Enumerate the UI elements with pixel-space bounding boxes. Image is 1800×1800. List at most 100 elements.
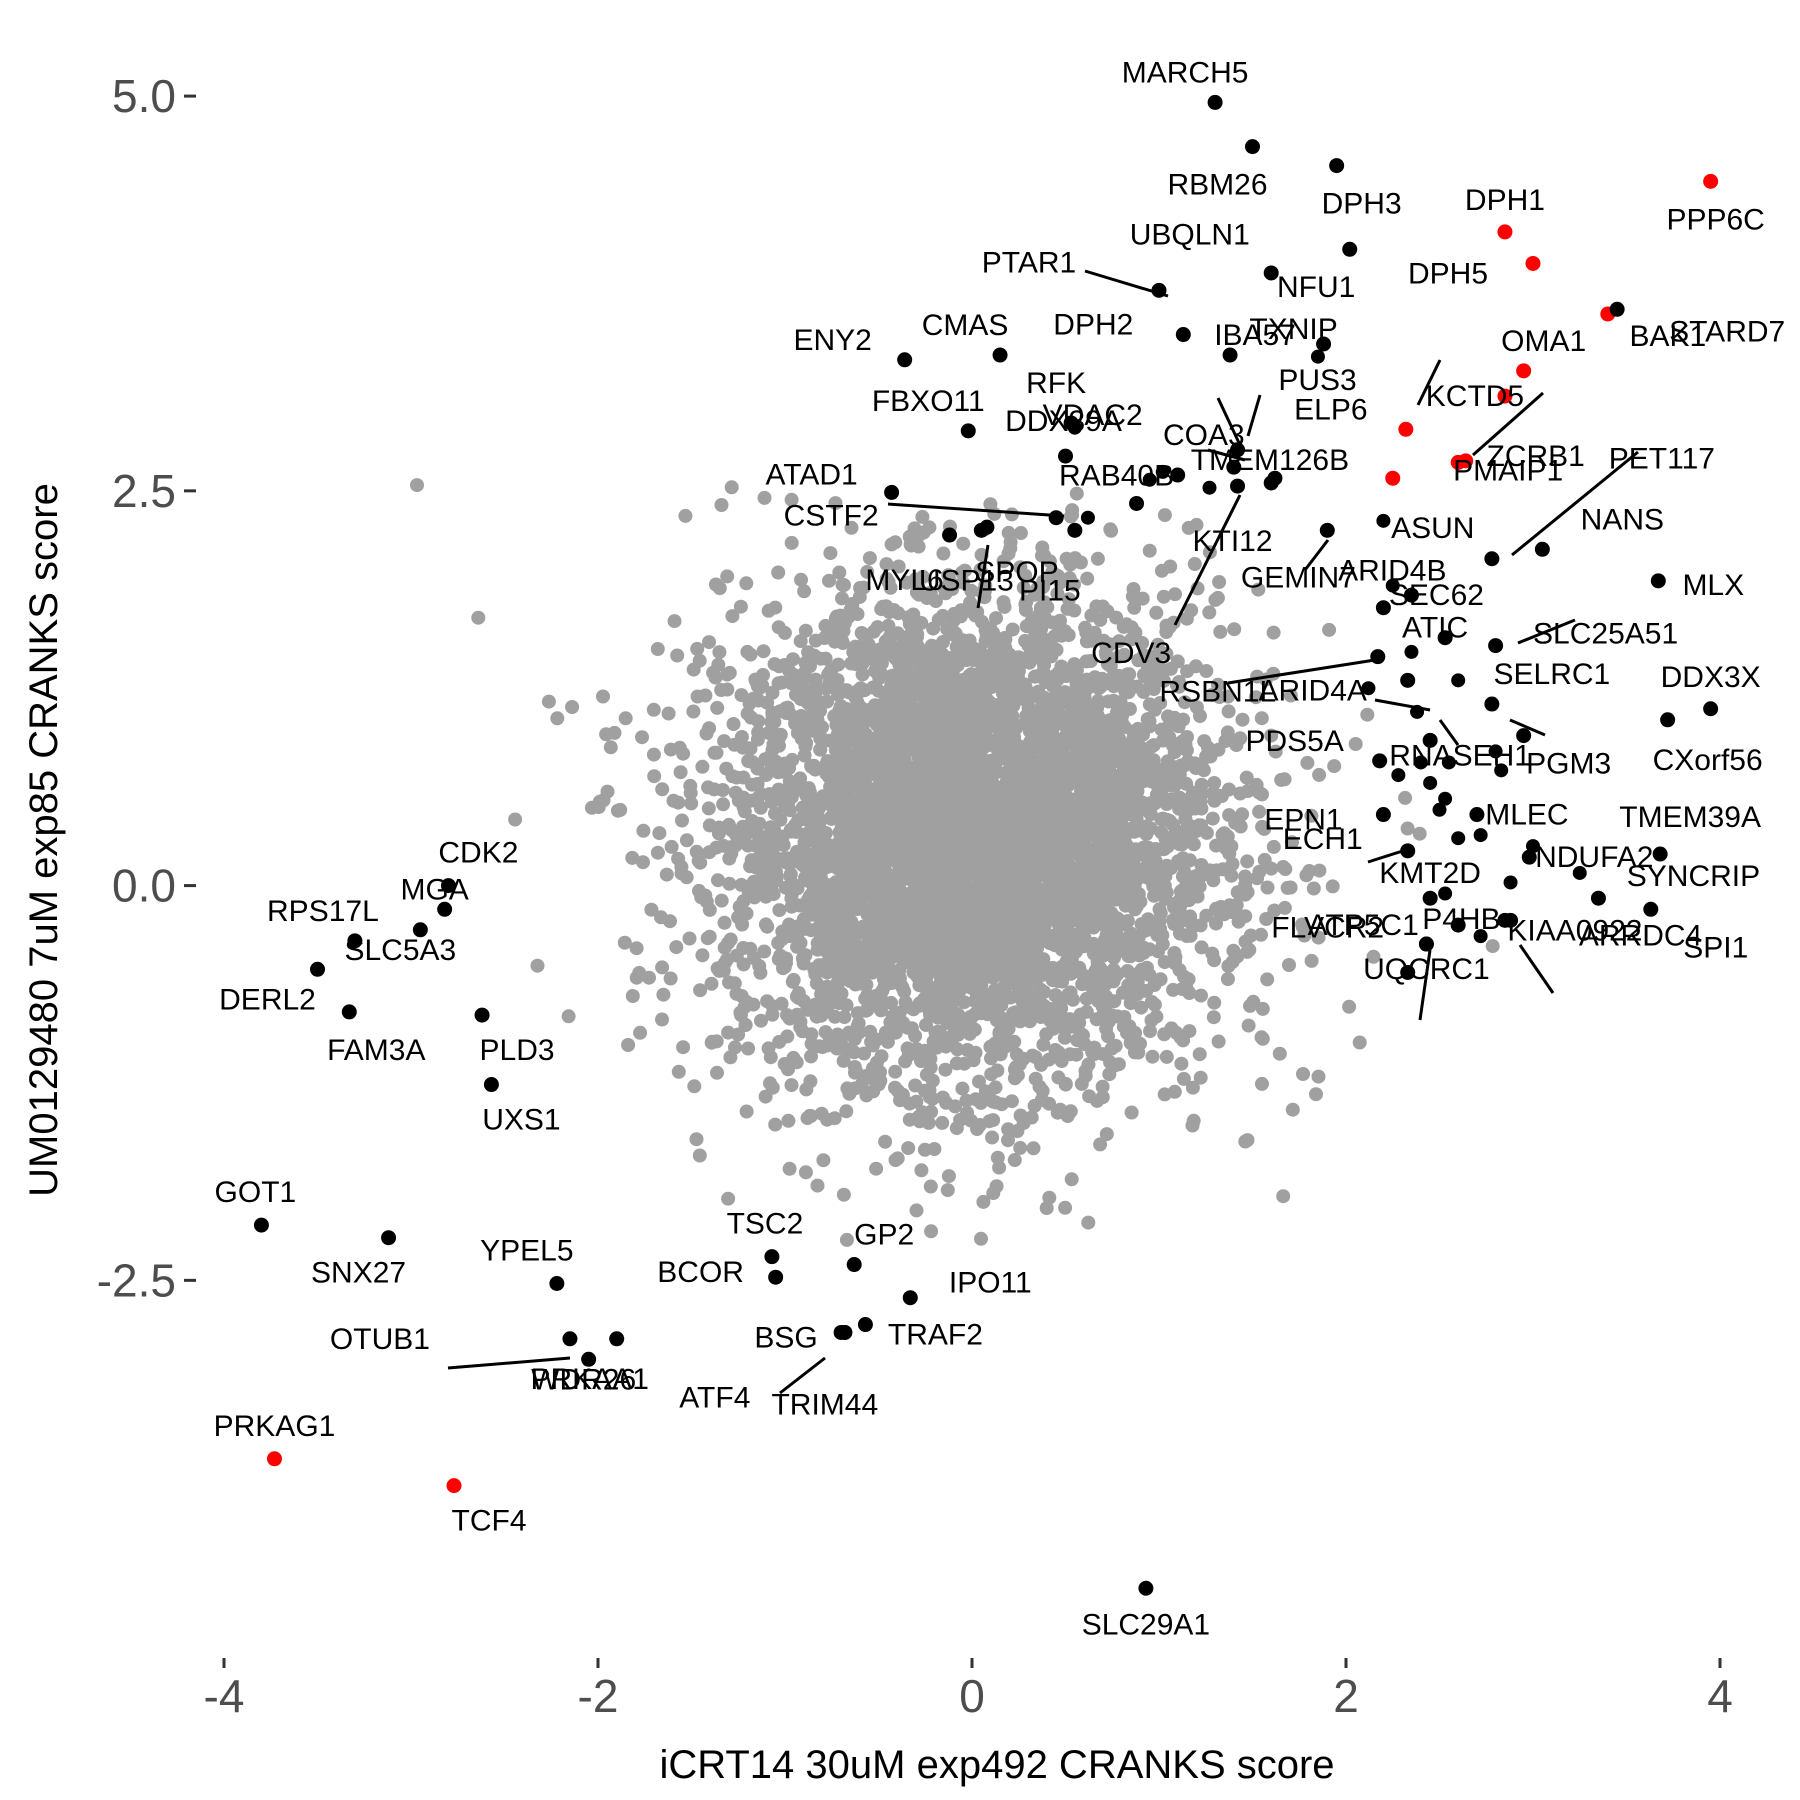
background-point (530, 958, 545, 973)
background-point (1167, 946, 1182, 960)
background-point (979, 822, 994, 837)
background-point (1052, 891, 1067, 906)
background-point (782, 1161, 797, 1176)
background-point (1131, 653, 1146, 668)
background-point (869, 936, 884, 951)
background-point (921, 662, 936, 677)
background-point (695, 759, 710, 774)
background-point (1017, 677, 1032, 692)
background-point (1072, 1015, 1087, 1030)
background-point (1299, 868, 1314, 883)
background-point (1069, 486, 1084, 501)
background-point (1214, 900, 1228, 914)
background-point (702, 929, 717, 944)
background-point (1104, 943, 1119, 958)
background-point (706, 665, 721, 680)
background-point (711, 873, 725, 888)
background-point (1134, 917, 1149, 932)
background-point (728, 1040, 742, 1055)
background-point (876, 876, 891, 891)
background-point (1179, 611, 1194, 626)
background-point (791, 986, 806, 1000)
background-point (1168, 823, 1183, 838)
background-point (1193, 709, 1207, 723)
background-point (834, 809, 849, 824)
background-point (996, 923, 1011, 938)
background-point (1124, 1105, 1139, 1120)
background-point (846, 725, 860, 740)
background-point (907, 832, 922, 847)
background-point (717, 734, 732, 749)
background-point (998, 669, 1013, 684)
background-point (1080, 571, 1095, 586)
background-point (914, 643, 929, 658)
background-point (801, 864, 816, 879)
background-point (773, 812, 788, 827)
background-point (769, 871, 784, 886)
background-point (949, 1121, 964, 1136)
background-point (1240, 1133, 1255, 1148)
background-point (1163, 559, 1178, 574)
background-point (1102, 1067, 1117, 1082)
background-point (1188, 761, 1203, 776)
background-point (784, 1078, 799, 1093)
background-point (909, 1203, 924, 1218)
background-point (663, 971, 678, 986)
background-point (561, 1009, 576, 1024)
background-point (599, 727, 614, 742)
background-point (756, 644, 771, 659)
background-point (650, 642, 665, 656)
background-point (868, 664, 882, 679)
background-point (1099, 989, 1113, 1004)
background-point (1100, 656, 1115, 671)
background-point (901, 610, 916, 625)
background-point (1221, 959, 1236, 974)
background-point (1206, 1010, 1221, 1025)
background-point (976, 1194, 991, 1209)
background-point (1003, 535, 1018, 550)
background-point (1255, 1031, 1270, 1046)
background-point (1106, 668, 1121, 683)
background-point (1235, 807, 1250, 822)
background-point (1115, 708, 1130, 723)
background-point (1064, 952, 1079, 966)
background-point (508, 812, 523, 827)
background-point (1058, 1200, 1073, 1215)
background-point (1285, 1102, 1300, 1117)
background-point (719, 952, 734, 967)
background-point (915, 1105, 930, 1120)
background-point (884, 537, 899, 552)
background-point (888, 1014, 903, 1029)
background-point (1110, 966, 1125, 981)
background-point (683, 778, 698, 793)
background-point (1260, 972, 1275, 987)
background-point (722, 665, 737, 680)
background-point (1239, 770, 1254, 785)
background-point (1207, 995, 1222, 1010)
background-point (1260, 880, 1275, 895)
background-point (903, 809, 918, 824)
background-point (914, 977, 929, 992)
background-point (1248, 690, 1263, 705)
background-point (935, 1115, 950, 1130)
background-point (704, 976, 719, 991)
background-point (996, 595, 1011, 610)
background-point (759, 768, 774, 783)
background-point (881, 618, 896, 633)
background-point (831, 996, 846, 1010)
background-point (960, 1105, 975, 1120)
background-point (1283, 688, 1298, 703)
background-point (862, 551, 877, 566)
background-point (1170, 654, 1185, 669)
background-point (763, 1050, 778, 1065)
background-point (1016, 692, 1031, 707)
background-point (655, 960, 670, 975)
background-point (780, 1029, 795, 1044)
background-point (664, 839, 679, 854)
background-point (947, 938, 962, 953)
background-point (671, 795, 686, 810)
background-point (915, 509, 930, 524)
background-point (830, 1027, 845, 1042)
background-point (768, 600, 783, 615)
background-point (701, 801, 716, 816)
